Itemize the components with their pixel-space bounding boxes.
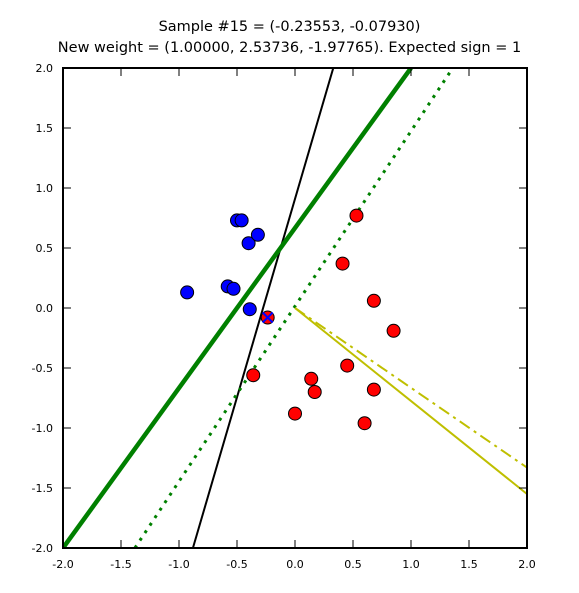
red-point: [349, 208, 364, 223]
x-tick-label: -0.5: [226, 558, 247, 571]
red-point: [366, 293, 381, 308]
red-point: [246, 368, 261, 383]
x-tick-label: -1.5: [110, 558, 131, 571]
highlighted-sample-cross: [261, 311, 274, 324]
red-point: [386, 323, 401, 338]
red-point: [340, 358, 355, 373]
blue-point: [226, 281, 241, 296]
blue-point: [180, 285, 195, 300]
y-tick-label: 1.0: [36, 182, 54, 195]
axes-layer: -2.0 -1.5 -1.0 -0.5 0.0 0.5 1.0 1.5 2.0 2.0 1.5 1.0…: [32, 62, 536, 571]
red-point: [366, 382, 381, 397]
y-tick-label: -2.0: [32, 542, 53, 555]
red-point: [335, 256, 350, 271]
x-tick-label: -1.0: [168, 558, 189, 571]
blue-point: [234, 213, 249, 228]
blue-point: [242, 302, 257, 317]
y-tick-label: 0.0: [36, 302, 54, 315]
y-tick-label: 1.5: [36, 122, 54, 135]
y-tick-label: -0.5: [32, 362, 53, 375]
series-line-1: [191, 68, 335, 548]
points-layer: [180, 208, 401, 431]
chart-subtitle: New weight = (1.00000, 2.53736, -1.97765…: [57, 40, 522, 56]
chart-title: Sample #15 = (-0.23553, -0.07930): [158, 19, 421, 35]
x-tick-label: 1.0: [402, 558, 420, 571]
series-line-4: [294, 307, 527, 495]
red-point: [288, 406, 302, 421]
red-point: [357, 416, 372, 431]
blue-point: [241, 236, 256, 251]
blue-point: [250, 227, 265, 242]
x-tick-label: -2.0: [52, 558, 73, 571]
series-line-3: [133, 68, 455, 548]
red-point: [304, 371, 319, 386]
y-tick-label: -1.5: [32, 482, 53, 495]
series-line-2: [63, 68, 413, 548]
x-tick-label: 0.0: [286, 558, 304, 571]
lines-layer: [63, 68, 527, 548]
x-tick-label: 1.5: [460, 558, 478, 571]
y-tick-label: 0.5: [36, 242, 54, 255]
red-point: [307, 385, 322, 399]
x-tick-label: 2.0: [518, 558, 536, 571]
y-tick-label: 2.0: [36, 62, 54, 75]
series-line-5: [294, 307, 527, 469]
x-tick-label: 0.5: [344, 558, 362, 571]
y-tick-label: -1.0: [32, 422, 53, 435]
